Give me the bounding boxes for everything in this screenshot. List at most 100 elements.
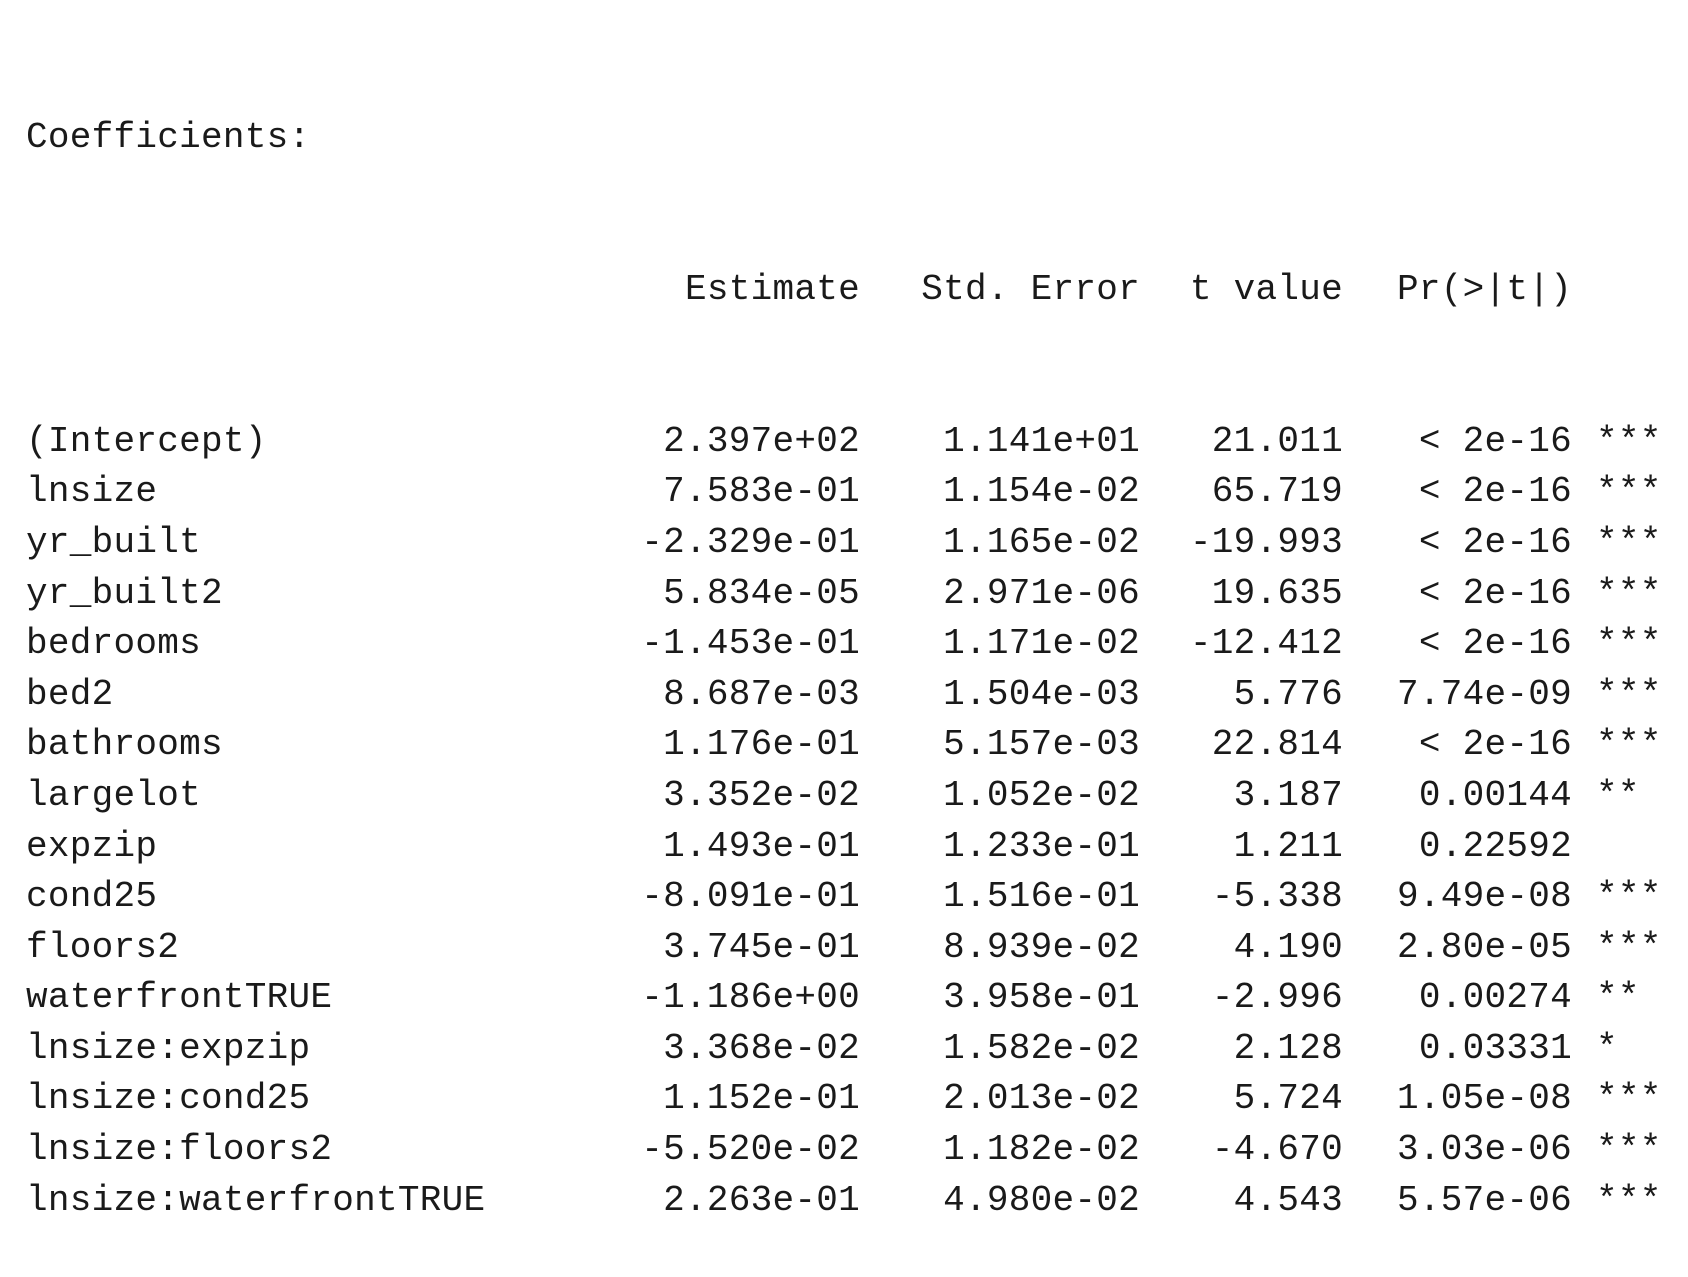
estimate-cell: 1.493e-01 [663,825,860,867]
estimate-cell: 8.687e-03 [663,673,860,715]
std-error-cell: 1.182e-02 [943,1129,1140,1171]
p-value-cell: < 2e-16 [1418,724,1572,766]
t-value-cell: 4.543 [1233,1179,1343,1221]
header-row: Estimate Std. Error t value Pr(>|t|) [26,265,1672,316]
p-value-cell: 1.05e-08 [1397,1078,1572,1120]
term-cell: cond25 [26,876,158,918]
p-value-cell: 0.22592 [1418,825,1572,867]
coefficient-row: floors2 3.745e-01 8.939e-02 4.190 2.80e-05 **… [26,923,1672,974]
t-value-cell: 65.719 [1211,471,1343,513]
std-error-cell: 2.013e-02 [943,1078,1140,1120]
std-error-cell: 8.939e-02 [943,926,1140,968]
p-value-cell: 0.00144 [1418,774,1572,816]
coefficient-row: lnsize 7.583e-01 1.154e-02 65.719 < 2e-16 *** [26,467,1672,518]
coefficient-row: lnsize:floors2 -5.520e-02 1.182e-02 -4.670 3… [26,1125,1672,1176]
term-cell: lnsize:cond25 [26,1078,311,1120]
signif-cell: *** [1596,572,1662,614]
p-value-cell: 0.00274 [1418,977,1572,1019]
p-value-cell: < 2e-16 [1418,572,1572,614]
term-cell: waterfrontTRUE [26,977,333,1019]
std-error-cell: 3.958e-01 [943,977,1140,1019]
signif-cell: * [1596,1027,1618,1069]
t-value-cell: 2.128 [1233,1027,1343,1069]
std-error-cell: 1.233e-01 [943,825,1140,867]
estimate-cell: -5.520e-02 [641,1129,860,1171]
t-value-cell: 21.011 [1211,420,1343,462]
t-value-cell: -19.993 [1189,521,1343,563]
header-p-value: Pr(>|t|) [1397,268,1572,310]
estimate-cell: 5.834e-05 [663,572,860,614]
std-error-cell: 1.154e-02 [943,471,1140,513]
t-value-cell: -5.338 [1211,876,1343,918]
coefficient-row: lnsize:cond25 1.152e-01 2.013e-02 5.724 1.05… [26,1074,1672,1125]
estimate-cell: 3.745e-01 [663,926,860,968]
coefficient-row: expzip 1.493e-01 1.233e-01 1.211 0.22592 [26,822,1672,873]
p-value-cell: < 2e-16 [1418,521,1572,563]
coefficients-title: Coefficients: [26,117,311,159]
signif-cell: *** [1596,471,1662,513]
estimate-cell: -1.453e-01 [641,623,860,665]
std-error-cell: 1.171e-02 [943,623,1140,665]
term-cell: expzip [26,825,158,867]
t-value-cell: 4.190 [1233,926,1343,968]
estimate-cell: -1.186e+00 [641,977,860,1019]
p-value-cell: < 2e-16 [1418,420,1572,462]
estimate-cell: 2.263e-01 [663,1179,860,1221]
coefficient-row: (Intercept) 2.397e+02 1.141e+01 21.011 < 2e-… [26,417,1672,468]
estimate-cell: 1.152e-01 [663,1078,860,1120]
term-cell: yr_built2 [26,572,223,614]
p-value-cell: 9.49e-08 [1397,876,1572,918]
term-cell: floors2 [26,926,180,968]
regression-output: Coefficients: Estimate Std. Error t value P… [26,12,1672,1277]
coefficient-row: largelot 3.352e-02 1.052e-02 3.187 0.00144 ** [26,771,1672,822]
signif-cell: *** [1596,521,1662,563]
coefficient-row: lnsize:waterfrontTRUE 2.263e-01 4.980e-02 4… [26,1176,1672,1227]
t-value-cell: -4.670 [1211,1129,1343,1171]
signif-cell: *** [1596,623,1662,665]
t-value-cell: -2.996 [1211,977,1343,1019]
p-value-cell: 0.03331 [1418,1027,1572,1069]
p-value-cell: < 2e-16 [1418,623,1572,665]
coefficient-row: waterfrontTRUE -1.186e+00 3.958e-01 -2.996 0… [26,973,1672,1024]
estimate-cell: -2.329e-01 [641,521,860,563]
coefficient-row: lnsize:expzip 3.368e-02 1.582e-02 2.128 0.03… [26,1024,1672,1075]
signif-cell: ** [1596,774,1640,816]
estimate-cell: 3.352e-02 [663,774,860,816]
signif-cell: *** [1596,1179,1662,1221]
signif-cell: *** [1596,1078,1662,1120]
t-value-cell: 5.724 [1233,1078,1343,1120]
t-value-cell: 22.814 [1211,724,1343,766]
std-error-cell: 1.504e-03 [943,673,1140,715]
estimate-cell: 2.397e+02 [663,420,860,462]
term-cell: lnsize:waterfrontTRUE [26,1179,486,1221]
signif-cell: *** [1596,673,1662,715]
signif-cell: *** [1596,926,1662,968]
std-error-cell: 2.971e-06 [943,572,1140,614]
std-error-cell: 1.052e-02 [943,774,1140,816]
signif-cell: *** [1596,876,1662,918]
std-error-cell: 1.582e-02 [943,1027,1140,1069]
term-cell: bathrooms [26,724,223,766]
std-error-cell: 1.141e+01 [943,420,1140,462]
term-cell: yr_built [26,521,201,563]
term-cell: largelot [26,774,201,816]
coefficient-row: yr_built2 5.834e-05 2.971e-06 19.635 < 2e-16… [26,569,1672,620]
estimate-cell: 3.368e-02 [663,1027,860,1069]
coefficient-rows: (Intercept) 2.397e+02 1.141e+01 21.011 < 2e-… [26,417,1672,1227]
term-cell: (Intercept) [26,420,267,462]
p-value-cell: < 2e-16 [1418,471,1572,513]
coefficient-row: yr_built -2.329e-01 1.165e-02 -19.993 < 2e-1… [26,518,1672,569]
term-cell: lnsize [26,471,158,513]
coefficient-row: bathrooms 1.176e-01 5.157e-03 22.814 < 2e-16… [26,720,1672,771]
estimate-cell: 1.176e-01 [663,724,860,766]
t-value-cell: -12.412 [1189,623,1343,665]
term-cell: bed2 [26,673,114,715]
signif-cell: *** [1596,420,1662,462]
std-error-cell: 5.157e-03 [943,724,1140,766]
std-error-cell: 4.980e-02 [943,1179,1140,1221]
estimate-cell: -8.091e-01 [641,876,860,918]
t-value-cell: 5.776 [1233,673,1343,715]
coefficient-row: cond25 -8.091e-01 1.516e-01 -5.338 9.49e-08 *… [26,872,1672,923]
header-estimate: Estimate [685,268,860,310]
p-value-cell: 5.57e-06 [1397,1179,1572,1221]
